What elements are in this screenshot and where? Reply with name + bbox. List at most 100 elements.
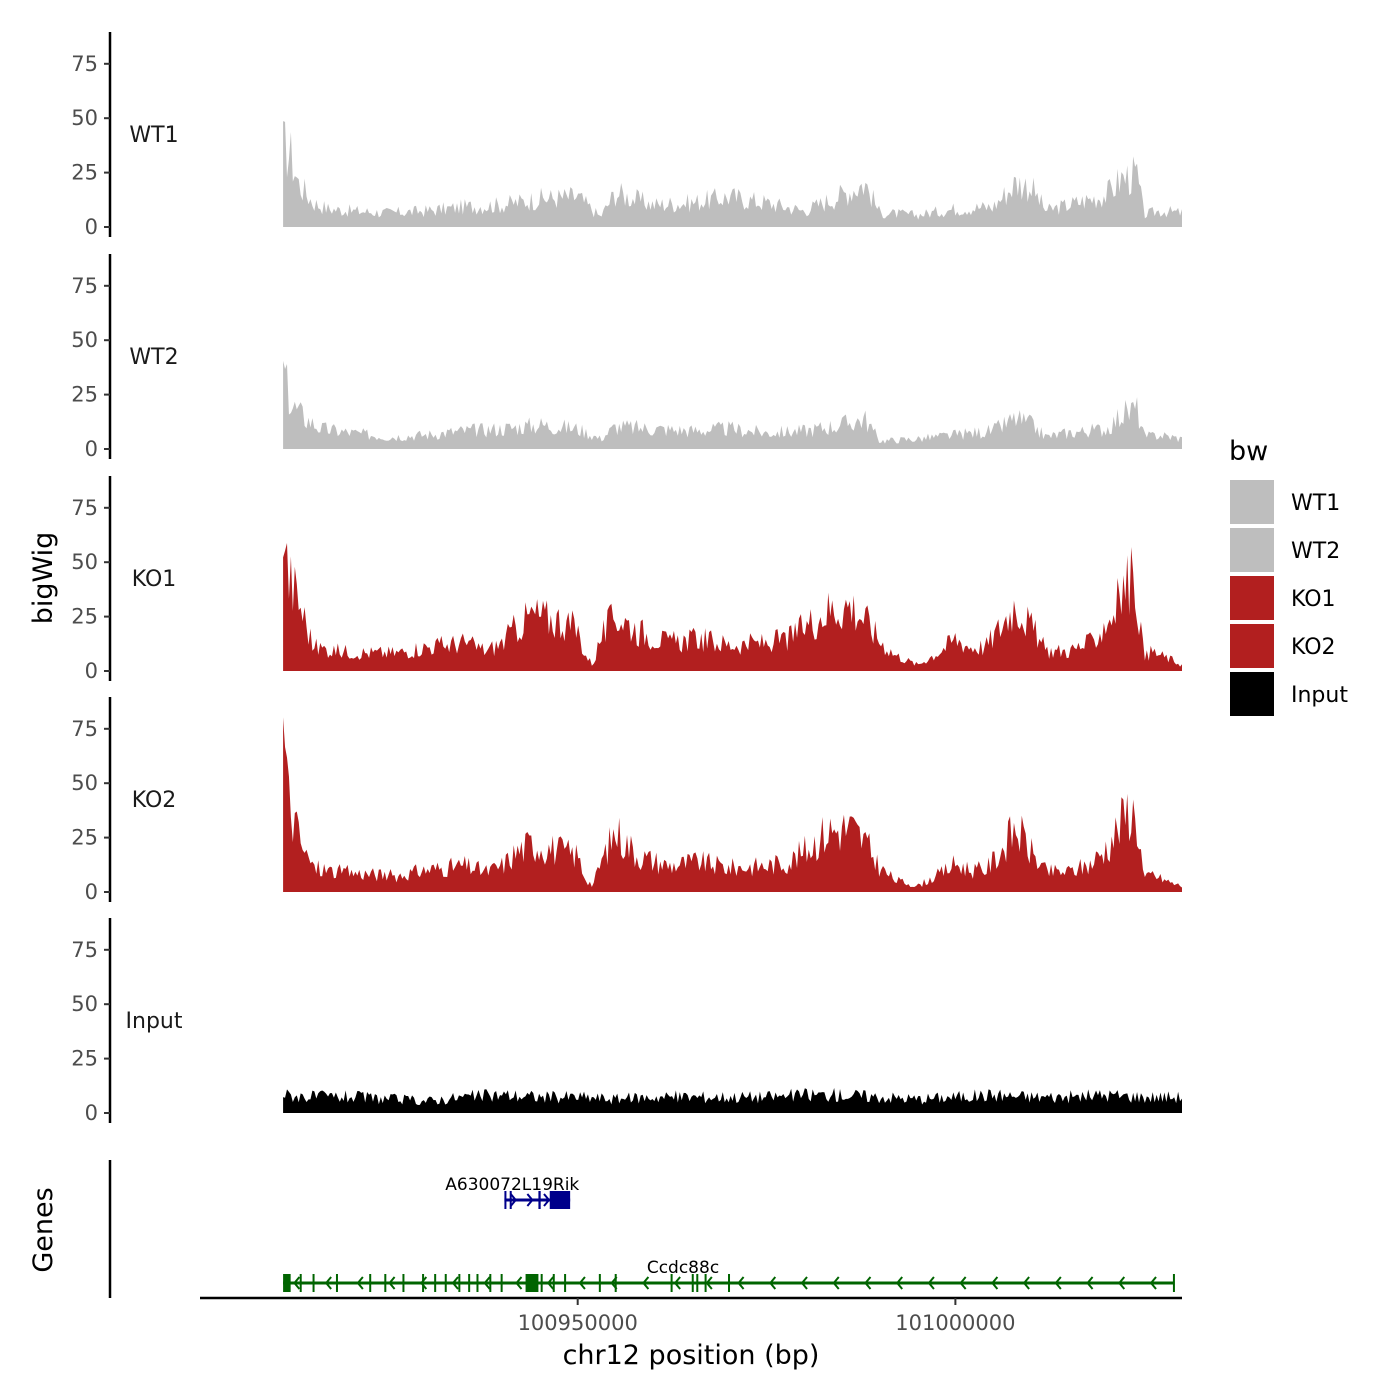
strand-arrow xyxy=(388,1276,396,1290)
strand-arrow xyxy=(642,1276,650,1290)
track-label: KO1 xyxy=(132,567,177,592)
legend-label: Input xyxy=(1291,683,1348,708)
gene-exon xyxy=(670,1274,673,1292)
strand-arrow xyxy=(515,1276,523,1290)
gene-exon xyxy=(444,1274,447,1292)
y-tick-label: 50 xyxy=(71,106,98,130)
y-tick-label: 0 xyxy=(85,215,98,239)
track-label: WT1 xyxy=(129,123,178,148)
track-label: WT2 xyxy=(129,345,178,370)
y-tick-label: 75 xyxy=(71,717,98,741)
track-input: 0 25 50 75 Input xyxy=(71,918,1183,1125)
gene-exon xyxy=(283,1274,291,1292)
gene-exon xyxy=(504,1191,507,1209)
strand-arrow xyxy=(832,1276,840,1290)
gene-exon xyxy=(696,1274,699,1292)
signal-area xyxy=(283,542,1183,671)
signal-area xyxy=(283,121,1183,227)
strand-arrow xyxy=(509,1193,518,1207)
strand-arrow xyxy=(546,1276,555,1290)
strand-arrow xyxy=(324,1276,332,1290)
legend-label: WT1 xyxy=(1291,491,1340,516)
gene-exon xyxy=(614,1274,617,1292)
gene-exon xyxy=(598,1274,601,1292)
strand-arrow xyxy=(1022,1276,1030,1290)
y-tick-label: 25 xyxy=(71,383,98,407)
gene-exon xyxy=(552,1274,555,1292)
y-tick-label: 0 xyxy=(85,1101,98,1125)
gene-a630072l19rik: A630072L19Rik xyxy=(445,1175,579,1209)
legend-label: KO2 xyxy=(1291,635,1336,660)
strand-arrow xyxy=(800,1276,808,1290)
y-tick-label: 25 xyxy=(71,1047,98,1071)
strand-arrow xyxy=(991,1276,999,1290)
strand-arrow xyxy=(483,1276,491,1290)
y-tick-label: 75 xyxy=(71,496,98,520)
strand-arrow xyxy=(356,1276,364,1290)
legend-key xyxy=(1230,672,1274,716)
signal-area xyxy=(283,717,1183,892)
genes-axis-title: Genes xyxy=(28,1187,59,1272)
gene-exon xyxy=(402,1274,405,1292)
legend-label: KO1 xyxy=(1291,587,1336,612)
strand-arrow xyxy=(578,1276,586,1290)
x-axis-title: chr12 position (bp) xyxy=(563,1340,820,1371)
strand-arrow xyxy=(737,1276,745,1290)
gene-exon xyxy=(509,1191,512,1209)
y-tick-label: 25 xyxy=(71,826,98,850)
gene-exon xyxy=(335,1274,338,1292)
track-label: KO2 xyxy=(132,788,177,813)
gene-exon xyxy=(384,1274,387,1292)
track-wt1: 0 25 50 75 WT1 xyxy=(71,32,1183,239)
gene-exon xyxy=(458,1274,461,1292)
y-axis-title: bigWig xyxy=(28,532,59,625)
gene-exon xyxy=(540,1274,543,1292)
y-tick-label: 25 xyxy=(71,161,98,185)
track-ko1: 0 25 50 75 KO1 xyxy=(71,476,1183,683)
y-tick-label: 50 xyxy=(71,550,98,574)
gene-exon xyxy=(489,1274,492,1292)
gene-exon xyxy=(369,1274,372,1292)
x-tick-label: 100950000 xyxy=(518,1311,638,1335)
legend-key xyxy=(1230,576,1274,620)
signal-area xyxy=(283,360,1183,449)
strand-arrow xyxy=(293,1276,301,1290)
gene-exon xyxy=(538,1191,541,1209)
genes-panel: Genes A630072L19Rik Ccdc88c xyxy=(28,1160,1175,1298)
y-tick-label: 25 xyxy=(71,605,98,629)
track-ko2: 0 25 50 75 KO2 xyxy=(71,697,1183,904)
legend-label: WT2 xyxy=(1291,539,1340,564)
y-tick-label: 75 xyxy=(71,52,98,76)
gene-exon xyxy=(728,1274,731,1292)
strand-arrow xyxy=(1118,1276,1126,1290)
strand-arrow xyxy=(959,1276,967,1290)
gene-exon xyxy=(500,1274,503,1292)
legend-key xyxy=(1230,624,1274,668)
legend-key xyxy=(1230,480,1274,524)
signal-area xyxy=(283,1088,1183,1113)
strand-arrow xyxy=(1149,1276,1157,1290)
gene-exon xyxy=(422,1274,425,1292)
y-tick-label: 50 xyxy=(71,992,98,1016)
y-tick-label: 0 xyxy=(85,880,98,904)
strand-arrow xyxy=(1086,1276,1094,1290)
track-label: Input xyxy=(126,1009,183,1034)
gene-label: A630072L19Rik xyxy=(445,1175,579,1195)
strand-arrow xyxy=(420,1276,428,1290)
gene-exon xyxy=(434,1274,437,1292)
gene-exon xyxy=(312,1274,315,1292)
strand-arrow xyxy=(864,1276,872,1290)
gene-exon xyxy=(704,1274,707,1292)
gene-exon xyxy=(525,1274,539,1292)
gene-exon xyxy=(549,1191,571,1209)
y-tick-label: 75 xyxy=(71,274,98,298)
strand-arrow xyxy=(451,1276,459,1290)
legend: bw WT1 WT2 KO1 KO2 Input xyxy=(1229,436,1348,716)
strand-arrow xyxy=(673,1276,681,1290)
gene-exon xyxy=(476,1274,479,1292)
gene-exon xyxy=(468,1274,471,1292)
gene-exon xyxy=(564,1274,567,1292)
strand-arrow xyxy=(543,1193,551,1207)
